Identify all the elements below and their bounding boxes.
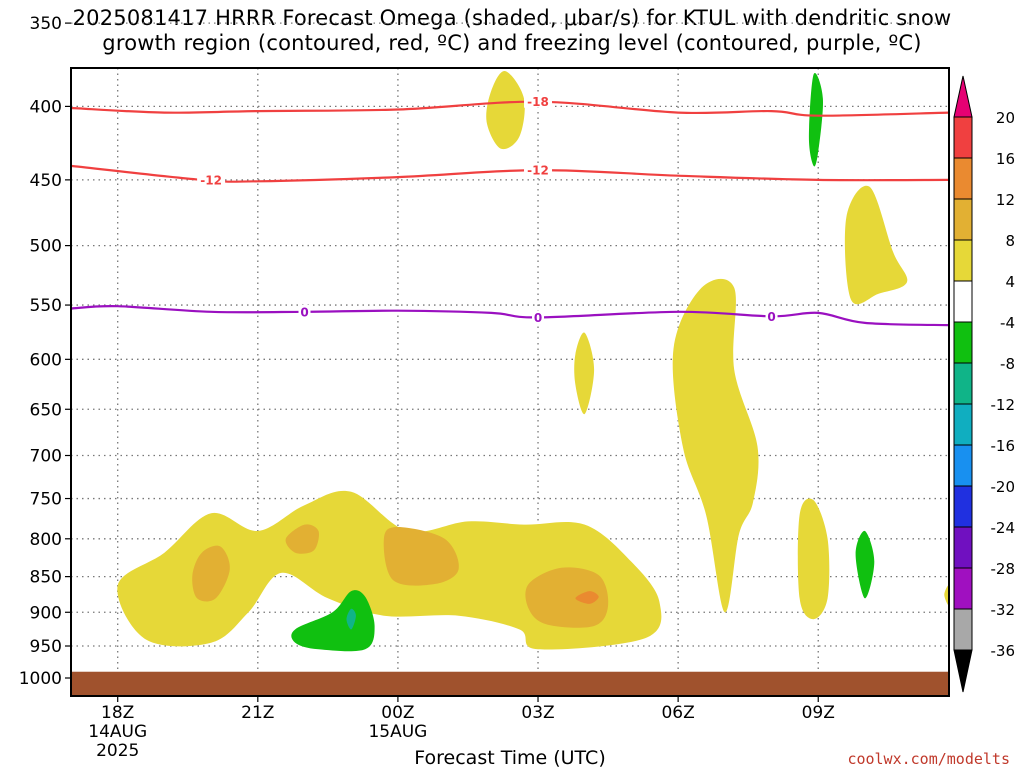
x-tick-label: 00Z [381, 703, 414, 723]
colorbar-bottom-arrow [953, 649, 973, 693]
omega-region [672, 278, 759, 613]
contour-label-bg [524, 163, 553, 177]
contour-label-bg [524, 94, 553, 108]
colorbar-label: 20 [996, 109, 1015, 127]
omega-region [383, 527, 459, 586]
contour-label: 0 [534, 311, 542, 325]
colorbar-segment [953, 362, 973, 405]
y-tick-label: 800 [30, 530, 62, 550]
contour-label: 0 [767, 310, 775, 324]
x-axis-label: Forecast Time (UTC) [414, 747, 605, 768]
y-axis: 2503003504004505005506006507007508008509… [19, 14, 71, 689]
y-tick-label: 750 [30, 490, 62, 510]
y-tick-label: 450 [30, 171, 62, 191]
omega-region [855, 530, 875, 599]
colorbar-segment [953, 485, 973, 528]
colorbar-segment [953, 403, 973, 446]
colorbar-top-arrow [953, 75, 973, 118]
y-tick-label: 1000 [19, 669, 62, 689]
colorbar-label: -12 [991, 396, 1016, 414]
colorbar-label: 8 [1005, 232, 1015, 250]
colorbar-label: -28 [991, 560, 1016, 578]
y-tick-label: 650 [30, 400, 62, 420]
contour-label: -18 [527, 95, 549, 109]
y-tick-label: 400 [30, 97, 62, 117]
ground-fill [71, 671, 949, 696]
temperature-contours: -18 -12 -12 0 0 0 [71, 94, 949, 327]
colorbar-segment [953, 116, 973, 159]
omega-region [574, 332, 595, 415]
chart-title-line2: growth region (contoured, red, ºC) and f… [102, 31, 922, 55]
y-tick-label: 500 [30, 237, 62, 257]
contour-label: 0 [300, 305, 308, 319]
colorbar-label: -4 [1000, 314, 1015, 332]
y-tick-label: 350 [30, 14, 62, 34]
y-tick-label: 700 [30, 446, 62, 466]
omega-region [525, 567, 609, 628]
colorbar-label: -16 [991, 437, 1016, 455]
colorbar-segment [953, 239, 973, 282]
omega-region [291, 590, 375, 652]
credit-text: coolwx.com/modelts [847, 750, 1010, 768]
colorbar-label: 16 [996, 150, 1015, 168]
ground-layer [71, 671, 949, 696]
colorbar-segment [953, 567, 973, 610]
x-tick-label: 09Z [802, 703, 835, 723]
chart-title-line1: 2025081417 HRRR Forecast Omega (shaded, … [72, 6, 952, 30]
x-tick-year: 2025 [96, 741, 139, 761]
colorbar-segment [953, 198, 973, 241]
colorbar-label: -32 [991, 601, 1016, 619]
colorbar: 20 16 12 8 4 -4 -8 -12 -16 -20 -24 -28 -32 -36 [953, 75, 1016, 693]
contour-label-bg [197, 173, 226, 187]
omega-region [944, 585, 949, 606]
y-tick-label: 950 [30, 637, 62, 657]
x-tick-date: 14AUG [88, 722, 147, 742]
colorbar-segment [953, 608, 973, 651]
omega-region [575, 591, 599, 604]
colorbar-label: -20 [991, 478, 1016, 496]
colorbar-label: -24 [991, 519, 1016, 537]
colorbar-segment [953, 526, 973, 569]
x-tick-label: 18Z [101, 703, 134, 723]
omega-region [844, 185, 908, 305]
omega-region [285, 524, 320, 554]
colorbar-segment [953, 157, 973, 200]
colorbar-segment [953, 444, 973, 487]
y-tick-label: 900 [30, 603, 62, 623]
plot-frame [70, 67, 950, 697]
x-tick-label: 06Z [661, 703, 694, 723]
chart-title: 2025081417 HRRR Forecast Omega (shaded, … [0, 6, 1024, 56]
contour-label: -12 [200, 174, 222, 188]
y-tick-label: 600 [30, 350, 62, 370]
colorbar-label: -36 [991, 642, 1016, 660]
colorbar-label: 4 [1005, 273, 1015, 291]
colorbar-segment [953, 280, 973, 323]
x-tick-date: 15AUG [368, 722, 427, 742]
omega-region [346, 608, 356, 630]
contour-label-bg [298, 304, 311, 318]
contour-line [71, 305, 949, 327]
y-tick-label: 550 [30, 296, 62, 316]
contour-label: -12 [527, 164, 549, 178]
y-tick-label: 850 [30, 568, 62, 588]
x-tick-label: 03Z [521, 703, 554, 723]
contour-label-bg [532, 310, 545, 324]
colorbar-label: 12 [996, 191, 1015, 209]
omega-region [192, 545, 230, 602]
x-tick-label: 21Z [241, 703, 274, 723]
contour-label-bg [765, 309, 778, 323]
colorbar-segment [953, 321, 973, 364]
colorbar-label: -8 [1000, 355, 1015, 373]
omega-region [486, 71, 525, 150]
omega-region [808, 73, 824, 167]
omega-region [797, 498, 830, 620]
omega-shading [117, 71, 949, 652]
